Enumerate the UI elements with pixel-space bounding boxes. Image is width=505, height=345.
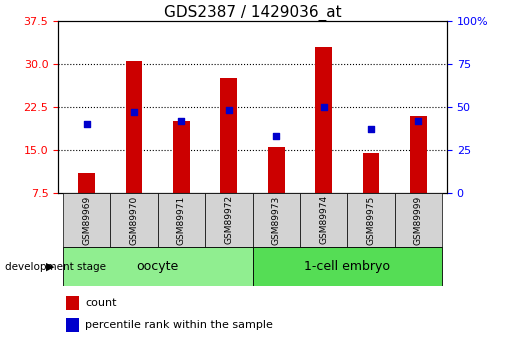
Point xyxy=(320,104,328,110)
Text: GSM89969: GSM89969 xyxy=(82,195,91,245)
Text: 1-cell embryo: 1-cell embryo xyxy=(305,260,390,273)
Point xyxy=(177,118,185,124)
Bar xyxy=(315,47,332,193)
Text: GSM89974: GSM89974 xyxy=(319,195,328,245)
Point xyxy=(130,109,138,115)
Point xyxy=(82,121,90,127)
Bar xyxy=(268,147,284,193)
Bar xyxy=(126,61,142,193)
Bar xyxy=(347,193,395,247)
Point xyxy=(225,108,233,113)
Bar xyxy=(410,116,427,193)
Bar xyxy=(66,318,79,332)
Text: GSM89973: GSM89973 xyxy=(272,195,281,245)
Text: GSM89970: GSM89970 xyxy=(129,195,138,245)
Bar xyxy=(173,121,190,193)
Bar xyxy=(252,193,300,247)
Text: GSM89972: GSM89972 xyxy=(224,195,233,245)
Text: oocyte: oocyte xyxy=(136,260,179,273)
Bar xyxy=(158,193,205,247)
Point xyxy=(367,127,375,132)
Bar xyxy=(221,78,237,193)
Bar xyxy=(110,193,158,247)
Bar xyxy=(63,247,252,286)
Bar xyxy=(363,153,379,193)
Bar xyxy=(252,247,442,286)
Text: development stage: development stage xyxy=(5,262,106,272)
Text: count: count xyxy=(85,298,117,308)
Text: GSM89971: GSM89971 xyxy=(177,195,186,245)
Bar xyxy=(63,193,110,247)
Point xyxy=(272,134,280,139)
Text: percentile rank within the sample: percentile rank within the sample xyxy=(85,320,273,330)
Bar xyxy=(300,193,347,247)
Title: GDS2387 / 1429036_at: GDS2387 / 1429036_at xyxy=(164,4,341,21)
Text: GSM89999: GSM89999 xyxy=(414,195,423,245)
Point xyxy=(415,118,423,124)
Bar xyxy=(395,193,442,247)
Text: ▶: ▶ xyxy=(46,262,55,272)
Bar xyxy=(66,296,79,310)
Bar xyxy=(205,193,252,247)
Text: GSM89975: GSM89975 xyxy=(367,195,376,245)
Bar xyxy=(78,173,95,193)
